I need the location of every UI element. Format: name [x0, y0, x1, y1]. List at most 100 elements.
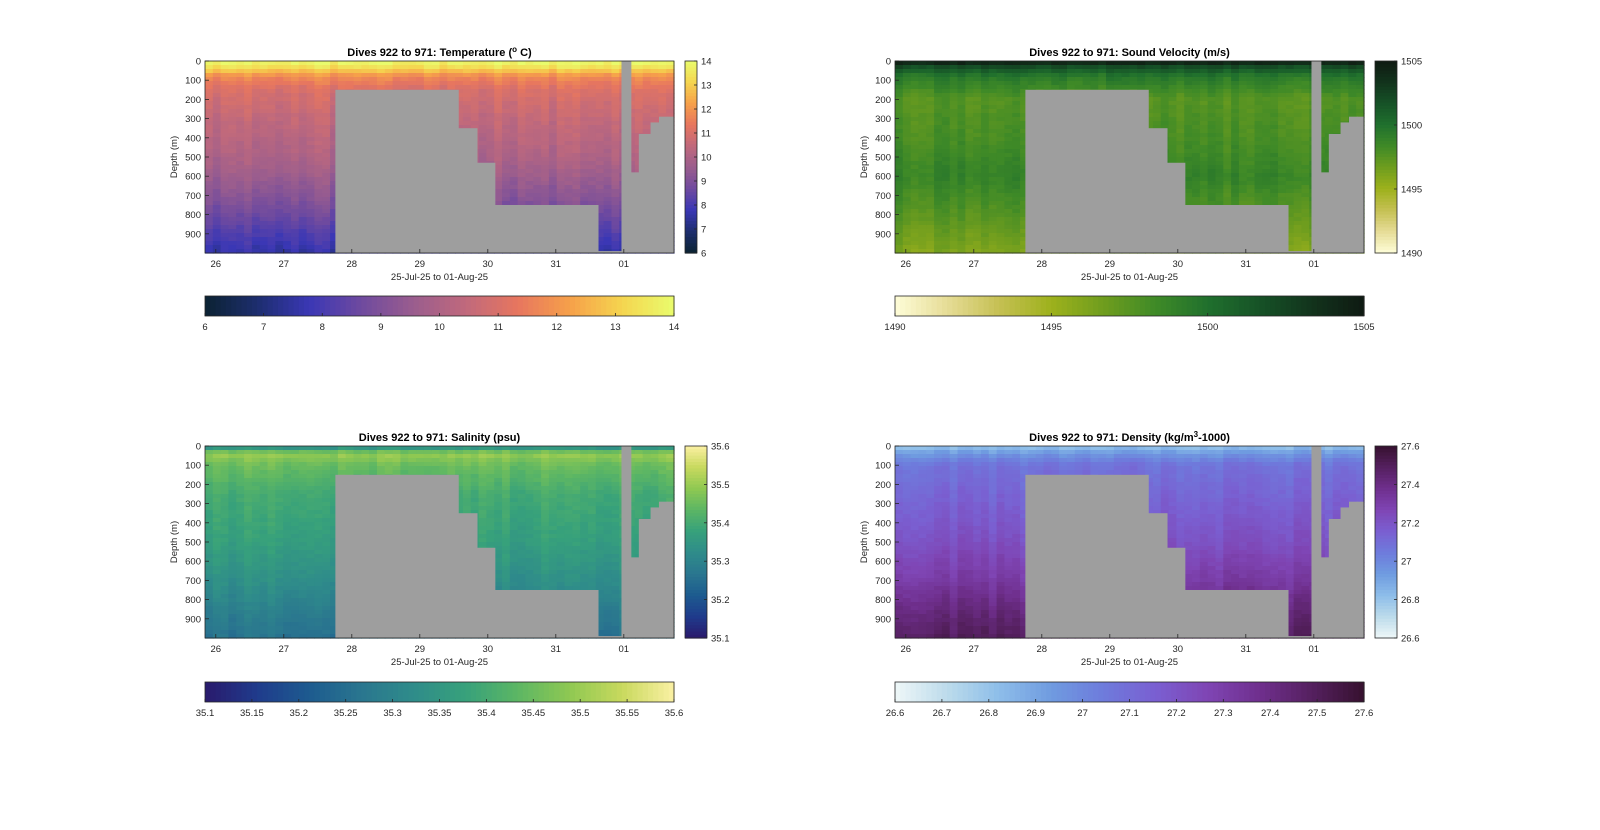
heatmap-cell: [980, 93, 990, 98]
colorbar-segment: [376, 296, 383, 316]
heatmap-cell: [361, 65, 370, 70]
heatmap-cell: [980, 101, 990, 106]
heatmap-cell: [275, 157, 284, 162]
heatmap-cell: [306, 141, 316, 146]
heatmap-cell: [330, 157, 339, 162]
colorbar-segment: [647, 296, 654, 316]
heatmap-cell: [1106, 81, 1115, 86]
heatmap-cell: [251, 93, 261, 98]
heatmap-cell: [275, 165, 284, 170]
heatmap-cell: [957, 65, 966, 70]
heatmap-cell: [611, 77, 620, 82]
heatmap-cell: [205, 141, 214, 146]
heatmap-cell: [1004, 113, 1013, 118]
heatmap-cell: [902, 237, 912, 242]
heatmap-cell: [330, 93, 339, 98]
heatmap-cell: [588, 157, 597, 162]
heatmap-cell: [926, 129, 935, 134]
heatmap-cell: [314, 209, 323, 214]
heatmap-cell: [330, 233, 339, 238]
heatmap-cell: [298, 109, 308, 114]
heatmap-cell: [949, 169, 959, 174]
heatmap-cell: [1043, 73, 1052, 78]
heatmap-cell: [1192, 121, 1201, 126]
heatmap-cell: [244, 221, 253, 226]
heatmap-cell: [267, 153, 276, 158]
heatmap-cell: [572, 185, 581, 190]
heatmap-cell: [509, 193, 519, 198]
heatmap-cell: [595, 73, 605, 78]
heatmap-cell: [902, 133, 912, 138]
heatmap-cell: [996, 225, 1006, 230]
heatmap-cell: [941, 205, 951, 210]
heatmap-cell: [926, 145, 935, 150]
heatmap-cell: [244, 205, 253, 210]
heatmap-cell: [1184, 181, 1193, 186]
heatmap-cell: [611, 241, 620, 246]
heatmap-cell: [314, 113, 323, 118]
colorbar-segment: [642, 296, 649, 316]
heatmap-cell: [895, 209, 904, 214]
heatmap-cell: [611, 141, 620, 146]
heatmap-cell: [1043, 65, 1052, 70]
heatmap-cell: [267, 101, 276, 106]
heatmap-cell: [918, 217, 927, 222]
heatmap-cell: [910, 137, 920, 142]
heatmap-cell: [934, 201, 943, 206]
colorbar-segment: [685, 141, 697, 145]
heatmap-cell: [1012, 161, 1021, 166]
heatmap-cell: [1137, 65, 1146, 70]
heatmap-cell: [1004, 137, 1013, 142]
heatmap-cell: [603, 137, 613, 142]
heatmap-cell: [1004, 169, 1013, 174]
heatmap-cell: [205, 249, 214, 254]
heatmap-cell: [595, 197, 605, 202]
heatmap-cell: [478, 77, 487, 82]
heatmap-cell: [1176, 149, 1185, 154]
heatmap-cell: [941, 153, 951, 158]
heatmap-cell: [244, 129, 253, 134]
heatmap-cell: [502, 81, 511, 86]
heatmap-cell: [1012, 85, 1021, 90]
heatmap-cell: [267, 85, 276, 90]
heatmap-cell: [228, 93, 237, 98]
heatmap-cell: [918, 65, 927, 70]
colorbar-segment: [444, 296, 451, 316]
heatmap-cell: [1192, 85, 1201, 90]
colorbar-segment: [314, 296, 321, 316]
heatmap-cell: [1192, 153, 1201, 158]
heatmap-cell: [572, 121, 581, 126]
heatmap-cell: [439, 81, 448, 86]
colorbar-segment: [685, 128, 697, 132]
heatmap-cell: [1168, 121, 1177, 126]
colorbar-segment: [685, 189, 697, 193]
colorbar-segment: [335, 296, 342, 316]
heatmap-cell: [603, 125, 613, 130]
heatmap-cell: [895, 165, 904, 170]
heatmap-cell: [1090, 77, 1099, 82]
heatmap-cell: [1121, 81, 1131, 86]
heatmap-cell: [541, 73, 550, 78]
heatmap-cell: [595, 85, 605, 90]
colorbar-segment: [481, 296, 487, 316]
heatmap-cell: [517, 129, 527, 134]
heatmap-cell: [1059, 65, 1068, 70]
heatmap-cell: [611, 177, 620, 182]
heatmap-cell: [322, 217, 331, 222]
heatmap-cell: [918, 85, 927, 90]
heatmap-cell: [392, 81, 402, 86]
heatmap-cell: [611, 89, 620, 94]
heatmap-cell: [910, 109, 920, 114]
heatmap-cell: [1020, 153, 1029, 158]
heatmap-cell: [502, 169, 511, 174]
heatmap-cell: [314, 169, 323, 174]
heatmap-cell: [595, 93, 605, 98]
heatmap-cell: [603, 117, 613, 122]
heatmap-cell: [895, 229, 904, 234]
heatmap-cell: [220, 125, 230, 130]
colorbar-segment: [554, 296, 560, 316]
heatmap-cell: [1168, 157, 1177, 162]
heatmap-cell: [996, 77, 1006, 82]
heatmap-cell: [283, 209, 292, 214]
heatmap-cell: [306, 157, 316, 162]
